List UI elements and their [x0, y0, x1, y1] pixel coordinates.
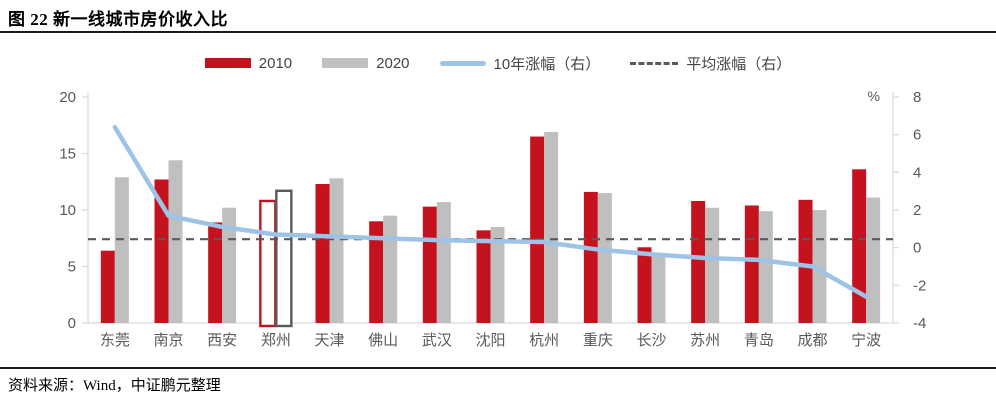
x-axis-label-佛山: 佛山: [368, 332, 398, 349]
bar-2020-长沙: [651, 254, 666, 323]
bar-2010-杭州: [530, 136, 545, 323]
bar-2010-苏州: [691, 200, 706, 323]
chart-legend: 2010 2020 10年涨幅（右） 平均涨幅（右）: [0, 50, 996, 76]
x-axis-label-长沙: 长沙: [636, 332, 666, 349]
bar-2020-苏州: [705, 207, 720, 323]
x-axis-label-郑州: 郑州: [261, 332, 291, 349]
source-note: 资料来源：Wind，中证鹏元整理: [8, 378, 221, 394]
x-axis-label-南京: 南京: [153, 332, 183, 349]
left-axis-tick-label: 20: [59, 89, 76, 106]
x-axis-label-苏州: 苏州: [690, 332, 720, 349]
x-axis-label-青岛: 青岛: [744, 332, 774, 349]
title-divider: [0, 31, 996, 33]
x-axis-label-武汉: 武汉: [422, 332, 452, 349]
legend-label-2020: 2020: [376, 54, 410, 72]
legend-label-2010: 2010: [258, 54, 293, 72]
bar-2020-杭州: [544, 132, 559, 323]
bar-2020-南京: [168, 160, 183, 323]
left-axis-tick-label: 0: [68, 315, 76, 332]
x-axis-label-宁波: 宁波: [851, 332, 881, 349]
price-income-ratio-chart: 0 5 10 15 20 -4 -2 0 2 4 6 8% 东莞 南京 西安 郑州 天津 佛山 武汉 沈阳 杭州 重庆 长沙…: [59, 88, 926, 349]
legend-item-avg-growth: 平均涨幅（右）: [630, 53, 791, 74]
bar-2010-长沙: [637, 247, 652, 323]
legend-item-2010: 2010: [204, 54, 293, 72]
chart-area: 0 5 10 15 20 -4 -2 0 2 4 6 8% 东莞 南京 西安 郑州 天津 佛山 武汉 沈阳 杭州 重庆 长沙…: [0, 84, 996, 360]
x-axis-label-东莞: 东莞: [100, 332, 130, 349]
bar-2020-东莞: [114, 177, 129, 323]
legend-item-growth-10y: 10年涨幅（右）: [439, 53, 601, 74]
x-axis-label-西安: 西安: [207, 332, 237, 349]
bar-2010-宁波: [852, 169, 867, 323]
bar-2020-佛山: [383, 215, 398, 323]
bar-2010-成都: [798, 199, 813, 323]
legend-swatch-avg-growth: [630, 61, 679, 65]
left-axis-tick-label: 10: [59, 202, 76, 219]
right-axis-tick-label: 0: [913, 240, 921, 257]
legend-label-avg-growth: 平均涨幅（右）: [686, 55, 792, 73]
x-axis-label-重庆: 重庆: [583, 332, 613, 349]
right-axis-tick-label: 6: [913, 127, 921, 144]
x-axis-label-杭州: 杭州: [529, 332, 559, 349]
footer-divider: [0, 367, 996, 369]
right-axis-tick-label: -4: [913, 315, 926, 332]
bar-2020-宁波: [866, 197, 881, 323]
legend-swatch-2010: [204, 58, 251, 68]
bar-2010-南京: [154, 179, 169, 323]
legend-item-2020: 2020: [322, 54, 410, 72]
right-axis-unit-label: %: [868, 88, 880, 104]
left-axis-tick-label: 5: [68, 259, 76, 276]
bar-2020-天津: [329, 178, 344, 323]
bar-2020-沈阳: [490, 226, 505, 323]
right-axis-tick-label: 2: [913, 202, 921, 219]
left-axis-tick-label: 15: [59, 146, 76, 163]
growth-10y-line: [112, 124, 869, 299]
legend-swatch-growth-10y: [439, 60, 486, 66]
bar-2020-西安: [222, 207, 237, 323]
bar-2010-天津: [315, 184, 330, 323]
right-axis-tick-label: 4: [913, 164, 921, 181]
bar-2010-郑州-highlight: [259, 199, 277, 328]
bar-2010-佛山: [369, 221, 384, 323]
bar-2010-重庆: [583, 191, 598, 323]
bar-2010-沈阳: [476, 230, 491, 323]
legend-swatch-2020: [322, 58, 369, 68]
right-axis-tick-label: 8: [913, 89, 921, 106]
bar-2010-东莞: [100, 250, 115, 323]
right-axis-tick-label: -2: [913, 277, 926, 294]
x-axis-label-成都: 成都: [797, 332, 827, 349]
legend-label-growth-10y: 10年涨幅（右）: [493, 55, 601, 73]
bar-2020-郑州-highlight: [275, 189, 293, 328]
x-axis-label-沈阳: 沈阳: [475, 332, 505, 349]
bar-2020-武汉: [436, 202, 451, 323]
bar-2020-重庆: [597, 193, 612, 323]
bar-2020-青岛: [758, 211, 773, 323]
bar-2010-西安: [208, 222, 223, 323]
figure-title: 图 22 新一线城市房价收入比: [8, 10, 228, 29]
bar-2010-青岛: [744, 205, 759, 323]
x-axis-label-天津: 天津: [314, 332, 344, 349]
bar-2010-武汉: [422, 206, 437, 323]
